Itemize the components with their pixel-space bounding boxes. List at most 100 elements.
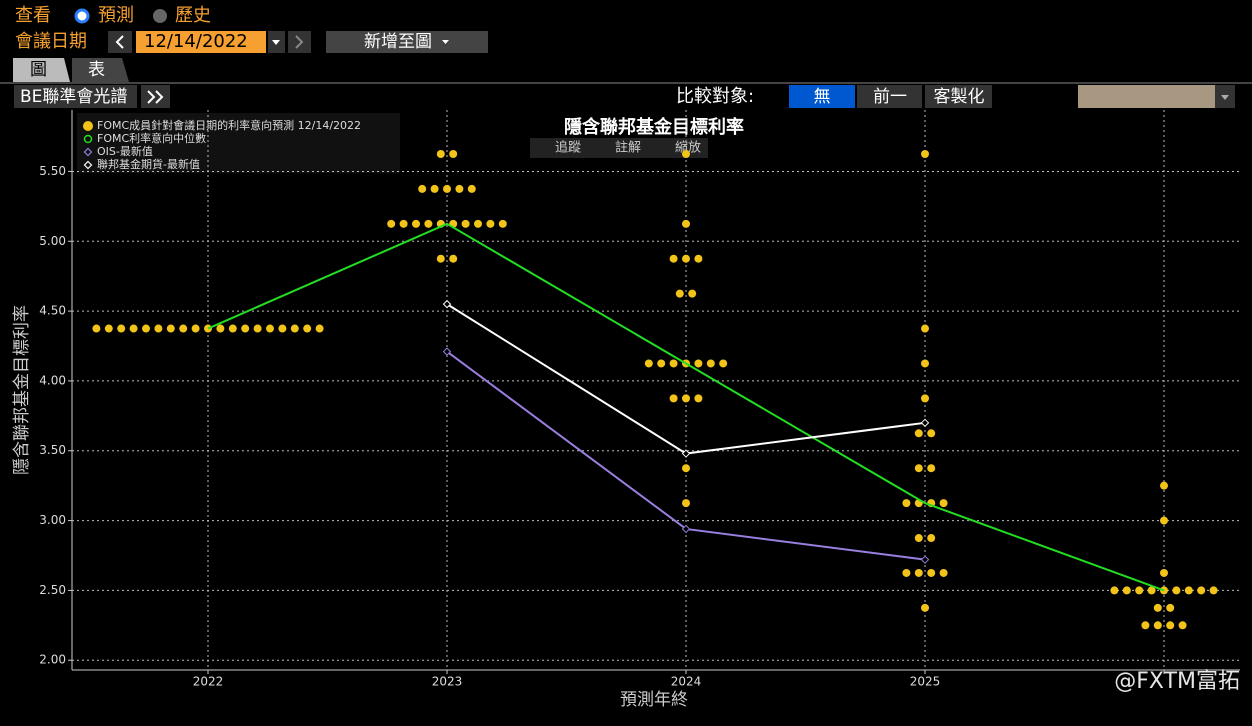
legend-marker xyxy=(83,160,93,170)
prev-button[interactable] xyxy=(108,31,132,53)
x-tick-label: 2022 xyxy=(193,675,224,689)
point-marker xyxy=(442,299,452,309)
watermark: @FXTM富拓 xyxy=(1114,669,1240,694)
tab[interactable] xyxy=(72,58,129,82)
fomc-dot xyxy=(682,394,690,403)
fomc-dot xyxy=(474,219,482,228)
legend-label: FOMC成員針對會議日期的利率意向預測 12/14/2022 xyxy=(97,118,361,132)
fomc-dot xyxy=(179,324,188,333)
fomc-dot xyxy=(694,359,703,368)
source-label[interactable]: BE聯準會光譜 xyxy=(20,87,127,107)
expand-button[interactable] xyxy=(141,85,170,108)
tab-label[interactable]: 表 xyxy=(88,60,105,80)
fomc-dot xyxy=(657,359,666,368)
date-label: 會議日期 xyxy=(15,31,87,52)
fomc-dot xyxy=(1153,603,1162,612)
fomc-dot xyxy=(914,429,923,438)
radio-label[interactable]: 預測 xyxy=(98,5,134,26)
fomc-dot xyxy=(688,289,697,298)
fomc-dot xyxy=(927,534,936,543)
fomc-dot xyxy=(449,149,458,158)
fomc-dot xyxy=(253,324,262,333)
tab[interactable] xyxy=(13,58,70,82)
fomc-dot xyxy=(939,499,948,508)
view-label: 查看 xyxy=(15,5,51,26)
x-axis-title: 預測年終 xyxy=(620,690,688,710)
fomc-dot xyxy=(467,184,476,193)
series-line xyxy=(207,222,1165,592)
fomc-dot xyxy=(216,324,225,333)
compare-button[interactable] xyxy=(789,85,855,108)
fomc-dot xyxy=(669,254,678,263)
fomc-dot xyxy=(129,324,138,333)
fomc-dot xyxy=(166,324,175,333)
tool-button[interactable]: 註解 xyxy=(615,141,641,156)
fomc-dot xyxy=(278,324,287,333)
fomc-dot xyxy=(443,184,451,193)
y-tick-label: 3.00 xyxy=(39,513,66,527)
add-button-label[interactable]: 新增至圖 xyxy=(364,32,432,52)
y-tick-label: 2.50 xyxy=(39,583,66,597)
fomc-dot xyxy=(424,219,433,228)
fomc-dot xyxy=(682,219,690,228)
compare-option[interactable]: 客製化 xyxy=(934,87,985,107)
fomc-dot xyxy=(142,324,150,333)
add-button[interactable] xyxy=(326,31,488,53)
next-button[interactable] xyxy=(288,31,311,53)
fomc-dot xyxy=(682,499,690,508)
y-tick-label: 4.50 xyxy=(39,304,66,318)
source-button[interactable] xyxy=(14,85,137,108)
fomc-dot xyxy=(104,324,113,333)
point-marker xyxy=(920,418,930,428)
fomc-dot xyxy=(1172,586,1181,595)
compare-option[interactable]: 無 xyxy=(814,87,831,107)
fomc-dot xyxy=(399,219,408,228)
y-axis-title: 隱含聯邦基金目標利率 xyxy=(12,305,32,475)
dropdown[interactable] xyxy=(1078,85,1215,108)
point-marker xyxy=(442,347,452,356)
date-input[interactable] xyxy=(136,31,266,53)
tab-label[interactable]: 圖 xyxy=(30,60,47,80)
fomc-dot xyxy=(412,219,420,228)
fomc-dot xyxy=(455,184,464,193)
fomc-dot xyxy=(921,359,929,368)
fomc-dot xyxy=(228,324,237,333)
fomc-dot xyxy=(914,464,923,473)
fomc-dot xyxy=(694,254,703,263)
fomc-dot xyxy=(1153,621,1162,630)
fomc-dot xyxy=(449,254,458,263)
compare-button[interactable] xyxy=(925,85,992,108)
legend-marker xyxy=(83,134,93,144)
fomc-dot xyxy=(927,568,936,577)
fomc-dot xyxy=(1209,586,1218,595)
radio[interactable] xyxy=(74,8,90,24)
tool-button[interactable]: 追蹤 xyxy=(555,140,581,156)
fomc-dot xyxy=(1147,586,1156,595)
fomc-dot xyxy=(675,289,684,298)
legend-label: FOMC利率意向中位數 xyxy=(97,131,206,145)
fomc-dot xyxy=(1141,621,1150,630)
x-tick-label: 2023 xyxy=(432,675,463,689)
chart-title: 隱含聯邦基金目標利率 xyxy=(564,116,744,138)
compare-option[interactable]: 前一 xyxy=(873,87,907,107)
fomc-dot xyxy=(914,568,923,577)
fomc-dot xyxy=(92,324,101,333)
fomc-dot xyxy=(682,149,690,158)
fomc-dot xyxy=(461,219,470,228)
point-marker xyxy=(681,449,691,458)
chart-toolbar xyxy=(530,138,708,158)
legend-label: OIS-最新值 xyxy=(97,144,153,158)
fomc-dot xyxy=(921,149,929,158)
compare-button[interactable] xyxy=(857,85,922,108)
point-marker xyxy=(920,555,930,564)
tool-button[interactable]: 縮放 xyxy=(675,140,701,156)
fomc-dot xyxy=(387,219,396,228)
radio-label[interactable]: 歷史 xyxy=(175,5,211,26)
fomc-dot xyxy=(1166,603,1175,612)
legend-marker xyxy=(83,147,93,157)
fomc-dot xyxy=(939,568,948,577)
y-tick-label: 5.50 xyxy=(39,164,66,178)
radio[interactable] xyxy=(153,9,167,23)
compare-label: 比較對象: xyxy=(676,86,754,107)
